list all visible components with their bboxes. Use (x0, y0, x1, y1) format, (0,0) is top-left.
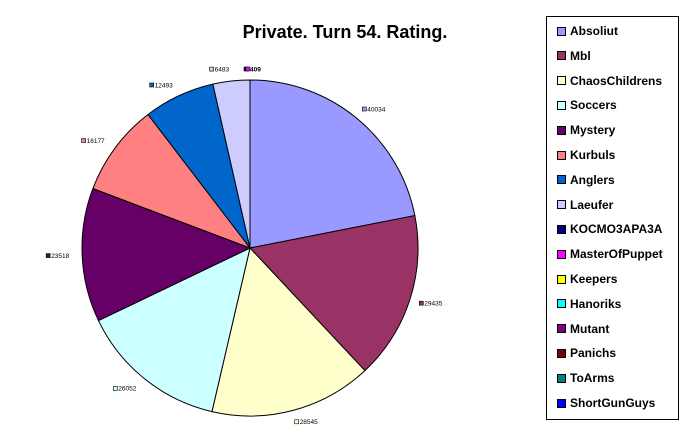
legend-swatch (557, 348, 566, 358)
chart-title: Private. Turn 54. Rating. (242, 22, 448, 42)
legend-label: ShortGunGuys (570, 396, 656, 410)
legend-swatch (557, 100, 566, 110)
legend-swatch (557, 175, 566, 185)
legend-label: Absoliut (570, 24, 618, 38)
legend-swatch (557, 200, 566, 210)
legend-item-kocmo3apa3a: KOCMO3APA3A (557, 221, 662, 237)
legend-label: Kurbuls (570, 148, 616, 162)
legend-label: Panichs (570, 346, 617, 361)
legend-swatch (557, 125, 566, 135)
legend-swatch (557, 76, 566, 86)
legend-label: Hanoriks (570, 296, 622, 311)
legend-swatch (557, 373, 566, 383)
legend-item-mutant: Mutant (557, 321, 609, 337)
data-label-anglers: 12493 (149, 82, 173, 89)
legend-label: Mutant (570, 321, 610, 336)
legend-label: ToArms (570, 371, 615, 386)
pie-chart: 40034 29435 28545 26052 23518 16177 12493 6483 4… (45, 66, 443, 426)
legend-label: ChaosChildrens (570, 73, 663, 88)
legend-swatch (557, 150, 566, 160)
pie-slice-mystery (81, 187, 252, 322)
data-label-mystery: 23518 (45, 253, 70, 260)
legend-item-mbl: Mbl (557, 48, 591, 64)
data-label-text: 29435 (424, 301, 442, 308)
data-label-laeufer: 6483 (209, 66, 230, 73)
data-label-chaoschildrens: 28545 (294, 419, 318, 426)
legend-item-kurbuls: Kurbuls (557, 147, 615, 163)
data-label-text: 16177 (87, 138, 105, 145)
legend-item-mystery: Mystery (557, 122, 615, 138)
data-label-overlap: 409 (243, 67, 261, 74)
legend-swatch (557, 51, 566, 61)
data-label-text: 6483 (215, 66, 230, 73)
data-label-text: 23518 (51, 253, 69, 260)
pie-slice-mbl (249, 214, 419, 372)
legend-item-anglers: Anglers (557, 172, 615, 188)
pie-slice-absoliut (249, 79, 416, 249)
legend-label: Soccers (570, 98, 617, 113)
legend-swatch (557, 274, 566, 284)
legend-item-laeufer: Laeufer (557, 197, 613, 213)
legend-item-soccers: Soccers (557, 97, 617, 113)
legend-label: Mystery (570, 123, 616, 138)
legend-item-keepers: Keepers (557, 271, 617, 287)
legend-swatch (557, 398, 566, 408)
pie-slice-laeufer (212, 79, 251, 249)
data-label-absoliut: 40034 (361, 106, 386, 113)
legend-item-chaoschildrens: ChaosChildrens (557, 73, 662, 89)
legend-item-hanoriks: Hanoriks (557, 296, 621, 312)
pie-slice-kurbuls (92, 113, 252, 250)
legend-item-panichs: Panichs (557, 345, 616, 361)
pie-slice-chaoschildrens (211, 246, 366, 417)
legend-item-masterofpuppet: MasterOfPuppet (557, 246, 663, 262)
legend-item-shortgunguys: ShortGunGuys (557, 395, 655, 411)
legend-swatch (557, 26, 566, 36)
data-label-text: 26052 (118, 386, 136, 393)
legend-label: KOCMO3APA3A (570, 222, 663, 237)
legend-swatch (557, 249, 566, 259)
data-label-text: 40034 (367, 106, 385, 113)
data-label-text: 28545 (300, 419, 318, 426)
legend-label: MasterOfPuppet (570, 247, 663, 262)
legend: Absoliut Mbl ChaosChildrens Soccers Mystery K… (546, 16, 679, 420)
legend-swatch (557, 299, 566, 309)
legend-label: Anglers (570, 172, 615, 187)
data-label-mbl: 29435 (418, 301, 443, 308)
legend-label: Laeufer (570, 197, 614, 212)
data-label-soccers: 26052 (113, 386, 137, 393)
legend-label: Mbl (570, 48, 591, 63)
data-label-text: 409 (250, 67, 261, 74)
pie-slice-soccers (97, 247, 251, 413)
legend-item-toarms: ToArms (557, 370, 614, 386)
legend-swatch (557, 224, 566, 234)
legend-swatch (557, 324, 566, 334)
data-label-text: 12493 (155, 82, 173, 89)
legend-item-absoliut: Absoliut (557, 23, 618, 39)
data-label-kurbuls: 16177 (81, 138, 105, 145)
legend-label: Keepers (570, 272, 618, 286)
